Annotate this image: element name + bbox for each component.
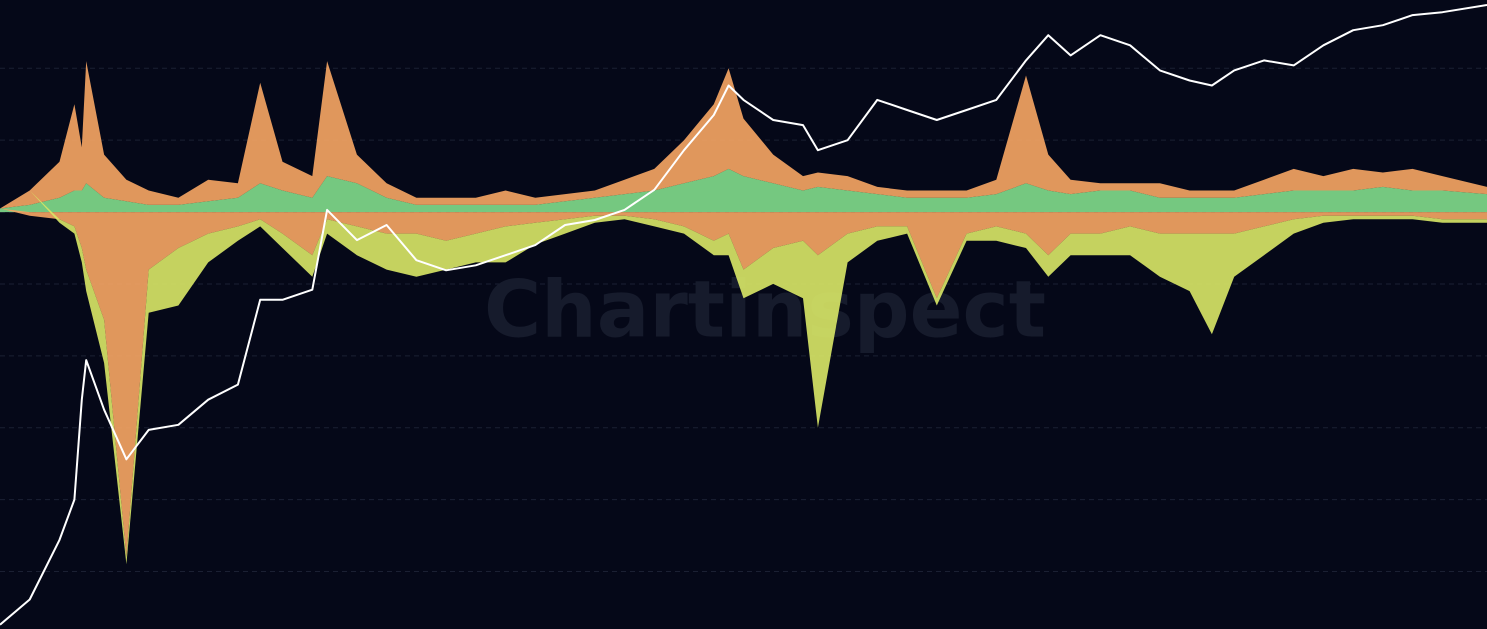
area	[0, 208, 1487, 558]
price-line	[0, 4, 1487, 626]
area	[0, 168, 1487, 213]
area	[0, 61, 1487, 209]
